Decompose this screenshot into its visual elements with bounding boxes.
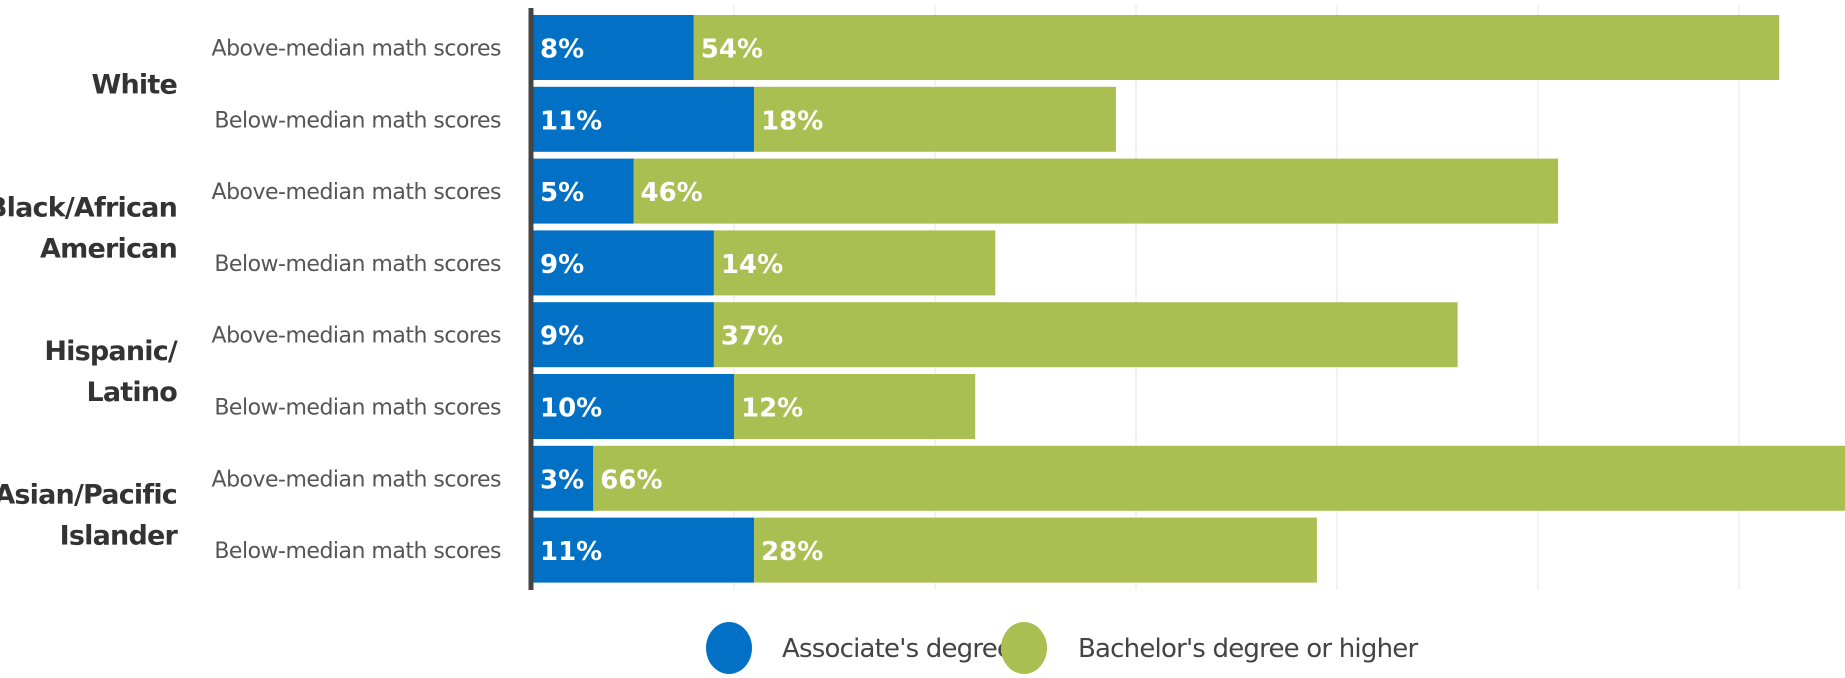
value-label-2-1-1: 12% [741,394,803,424]
value-label-3-1-1: 28% [761,537,823,567]
row-label-2-0: Above-median math scores [212,324,502,349]
bar-segment-1-0-0 [533,158,634,224]
bar-segment-2-1-0 [533,374,734,439]
group-label-0-0: White [92,69,177,100]
value-label-1-1-1: 14% [721,250,783,280]
value-label-2-0-1: 37% [721,322,783,352]
row-label-2-1: Below-median math scores [214,396,501,421]
bar-segment-1-1-1 [713,230,996,296]
bar-segment-3-0-1 [593,445,1845,511]
bar-segment-1-1-0 [533,230,714,296]
bar-segment-2-1-1 [734,374,976,439]
row-label-0-0: Above-median math scores [212,37,502,62]
bar-segment-3-1-0 [533,517,755,583]
bars [528,8,1845,590]
value-label-3-1-0: 11% [540,537,602,567]
value-label-0-0-1: 54% [701,35,763,65]
bar-segment-2-0-0 [533,302,714,368]
bar-segment-1-0-1 [633,158,1559,224]
value-label-0-0-0: 8% [540,35,584,65]
row-label-0-1: Below-median math scores [214,108,501,133]
value-label-3-0-1: 66% [600,465,662,495]
value-label-0-1-0: 11% [540,106,602,136]
legend: Associate's degree Bachelor's degree or h… [706,622,1419,674]
row-label-1-0: Above-median math scores [212,180,502,205]
value-label-2-1-0: 10% [540,394,602,424]
bar-segment-2-0-1 [713,302,1458,368]
value-label-1-0-0: 5% [540,178,584,208]
group-label-1-0: Black/African [0,193,177,224]
bar-segment-0-1-1 [754,86,1116,152]
labels: White Above-median math scores 8% 54% Below-… [0,35,823,568]
bar-segment-0-1-0 [533,86,755,152]
group-label-1-1: American [40,234,177,265]
legend-label-0: Associate's degree [782,634,1012,664]
group-label-2-0: Hispanic/ [44,336,178,367]
legend-label-1: Bachelor's degree or higher [1078,634,1418,664]
bar-segment-3-1-1 [754,517,1317,583]
row-label-1-1: Below-median math scores [214,252,501,277]
bar-segment-0-0-1 [693,15,1780,80]
row-label-3-1: Below-median math scores [214,539,501,564]
group-label-3-1: Islander [60,521,179,552]
bar-segment-3-0-0 [533,445,594,511]
bar-segment-0-0-0 [533,15,694,80]
row-label-3-0: Above-median math scores [212,467,502,492]
legend-swatch-0 [706,622,752,674]
value-label-1-1-0: 9% [540,250,584,280]
value-label-3-0-0: 3% [540,465,584,495]
value-label-0-1-1: 18% [761,106,823,136]
group-label-2-1: Latino [86,377,177,408]
group-label-3-0: Asian/Pacific [0,480,177,511]
legend-swatch-1 [1001,622,1047,674]
value-label-2-0-0: 9% [540,322,584,352]
value-label-1-0-1: 46% [641,178,703,208]
